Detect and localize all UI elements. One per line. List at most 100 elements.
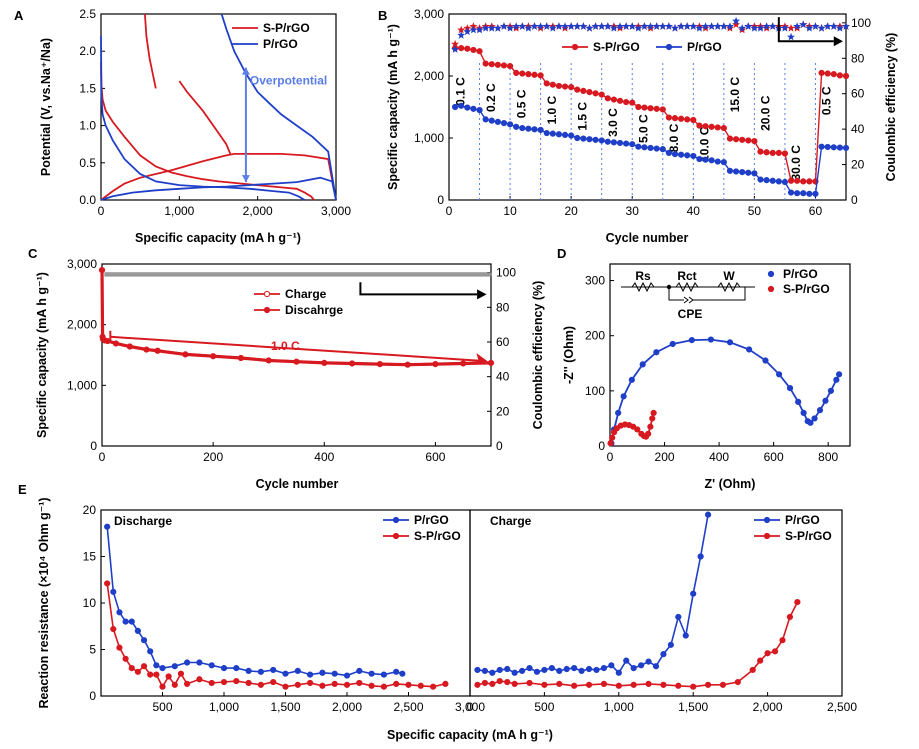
panel-e-line-P/rGO [477, 514, 709, 675]
panel-e-point-S-P/rGO [116, 644, 123, 651]
panel-e-point-S-P/rGO [196, 676, 203, 683]
rate-label: 0.2 C [484, 83, 498, 112]
panel-e-point-P/rGO [116, 609, 123, 616]
panel-c-discharge-point [98, 266, 106, 274]
panel-b-point-P/rGO [732, 168, 740, 175]
panel-b-ce-CE P/rGO [823, 22, 832, 30]
panel-e-point-P/rGO [122, 618, 129, 625]
panel-e-point-P/rGO [196, 659, 203, 666]
panel-c-y2-tick-label: 20 [496, 404, 510, 418]
panel-b-x-tick-label: 40 [687, 204, 701, 218]
panel-e-point-S-P/rGO [526, 679, 533, 687]
panel-a-curve-P/rGO [220, 13, 337, 201]
panel-a-x-label: Specific capacity (mA h g⁻¹) [135, 231, 301, 245]
panel-b-point-P/rGO [580, 135, 587, 142]
panel-c-discharge-point [210, 353, 217, 360]
panel-b-point-S-P/rGO [641, 104, 648, 111]
panel-e-point-P/rGO [233, 665, 240, 672]
panel-d-x-tick-label: 800 [818, 450, 838, 464]
panel-c-y2-tick-label: 40 [496, 370, 510, 384]
panel-e-y-tick-label: 20 [83, 503, 97, 517]
panel-b-point-P/rGO [800, 190, 807, 197]
rate-label: 0.5 C [820, 86, 834, 115]
panel-b-ce-CE P/rGO [787, 32, 795, 41]
panel-d-point-S-P/rGO [634, 426, 641, 433]
panel-a-frame [100, 13, 337, 201]
panel-c-y-tick-label: 3,000 [67, 257, 97, 271]
panel-b-point-S-P/rGO [635, 103, 642, 111]
panel-e-point-S-P/rGO [270, 678, 277, 686]
panel-e-point-S-P/rGO [245, 679, 252, 687]
panel-d-point-P/rGO [800, 409, 807, 417]
panel-b-ce-CE P/rGO [817, 24, 826, 32]
panel-e-point-S-P/rGO [405, 681, 412, 688]
panel-b-point-P/rGO [806, 190, 813, 197]
panel-b-ce-CE P/rGO [689, 22, 698, 30]
panel-a-y-tick-label: 2.5 [79, 7, 96, 21]
panel-d-point-P/rGO [835, 371, 843, 378]
panel-b-point-S-P/rGO [794, 177, 801, 184]
panel-e-point-S-P/rGO [585, 681, 593, 688]
panel-b-legend-label: P/rGO [687, 40, 722, 54]
panel-b-ce-CE P/rGO [750, 24, 759, 32]
panel-c-ce-arrowhead [477, 289, 487, 300]
panel-b-ce-CE P/rGO [811, 22, 820, 30]
panel-b-point-P/rGO [720, 159, 727, 166]
panel-e-point-P/rGO [257, 668, 264, 675]
panel-a-x-tick-label: 2,000 [243, 204, 273, 218]
panel-d-point-P/rGO [628, 376, 635, 383]
panel-d-point-S-P/rGO [645, 430, 652, 437]
panel-e-point-S-P/rGO [496, 678, 503, 685]
panel-b-ce-CE P/rGO [512, 22, 521, 30]
circuit-label-cpe: CPE [678, 307, 703, 321]
panel-e-point-P/rGO [380, 671, 387, 678]
panel-e-point-S-P/rGO [764, 650, 771, 657]
panel-b-point-P/rGO [574, 134, 581, 142]
panel-d-point-P/rGO [807, 419, 814, 426]
panel-b-ce-CE S-P/rGO [451, 39, 460, 48]
panel-b-ce-CE P/rGO [567, 22, 576, 30]
panel-e-discharge-x-tick-label: 2,000 [332, 700, 362, 714]
panel-e-charge-x-tick-label: 2,000 [753, 700, 783, 714]
panel-b-point-P/rGO [476, 107, 483, 114]
panel-b-ce-CE P/rGO [713, 22, 722, 30]
panel-b-point-S-P/rGO [708, 123, 715, 130]
circuit-cpe-plate2 [688, 296, 694, 304]
panel-e-charge-subtitle: Charge [490, 514, 532, 528]
panel-b-point-S-P/rGO [677, 115, 685, 122]
panel-e-point-P/rGO [496, 666, 503, 674]
panel-b-ce-CE P/rGO [640, 22, 649, 30]
rate-label: 20.0 C [759, 95, 773, 131]
panel-e-point-P/rGO [578, 667, 585, 674]
panel-b-ce-CE P/rGO [506, 24, 515, 32]
panel-b-point-P/rGO [452, 103, 459, 111]
panel-b-ce-CE P/rGO [726, 22, 734, 30]
panel-c-discharge-point [348, 360, 356, 367]
panel-e-point-S-P/rGO [331, 680, 338, 688]
panel-e-point-S-P/rGO [704, 681, 712, 688]
panel-e-point-S-P/rGO [600, 680, 608, 688]
panel-a-y-tick-label: 0.0 [79, 193, 96, 207]
panel-b-ce-CE S-P/rGO [787, 24, 795, 32]
panel-c-letter: C [28, 246, 38, 261]
panel-d-point-P/rGO [639, 361, 646, 368]
panel-b-point-P/rGO [610, 139, 618, 146]
panel-d-x-label: Z' (Ohm) [705, 477, 756, 491]
panel-e-point-P/rGO [140, 637, 148, 644]
panel-b-point-P/rGO [586, 136, 593, 143]
panel-b-point-S-P/rGO [561, 83, 569, 90]
panel-b-x-tick-label: 0 [446, 204, 453, 218]
panel-b-point-S-P/rGO [806, 178, 813, 185]
panel-e-discharge-x-tick-label: 3,000 [455, 700, 485, 714]
panel-e-point-P/rGO [307, 671, 314, 678]
panel-e-discharge-x-tick-label: 1,500 [270, 700, 300, 714]
panel-e-point-P/rGO [184, 659, 191, 666]
panel-b-ce-CE P/rGO [542, 22, 551, 30]
panel-e-point-P/rGO [474, 666, 481, 674]
panel-a-y-tick-label: 1.5 [79, 81, 96, 95]
panel-e-point-S-P/rGO [153, 671, 160, 678]
panel-e-point-S-P/rGO [233, 678, 240, 685]
panel-b-point-P/rGO [513, 123, 520, 130]
panel-d-point-P/rGO [688, 337, 695, 344]
panel-e-point-S-P/rGO [690, 683, 697, 690]
